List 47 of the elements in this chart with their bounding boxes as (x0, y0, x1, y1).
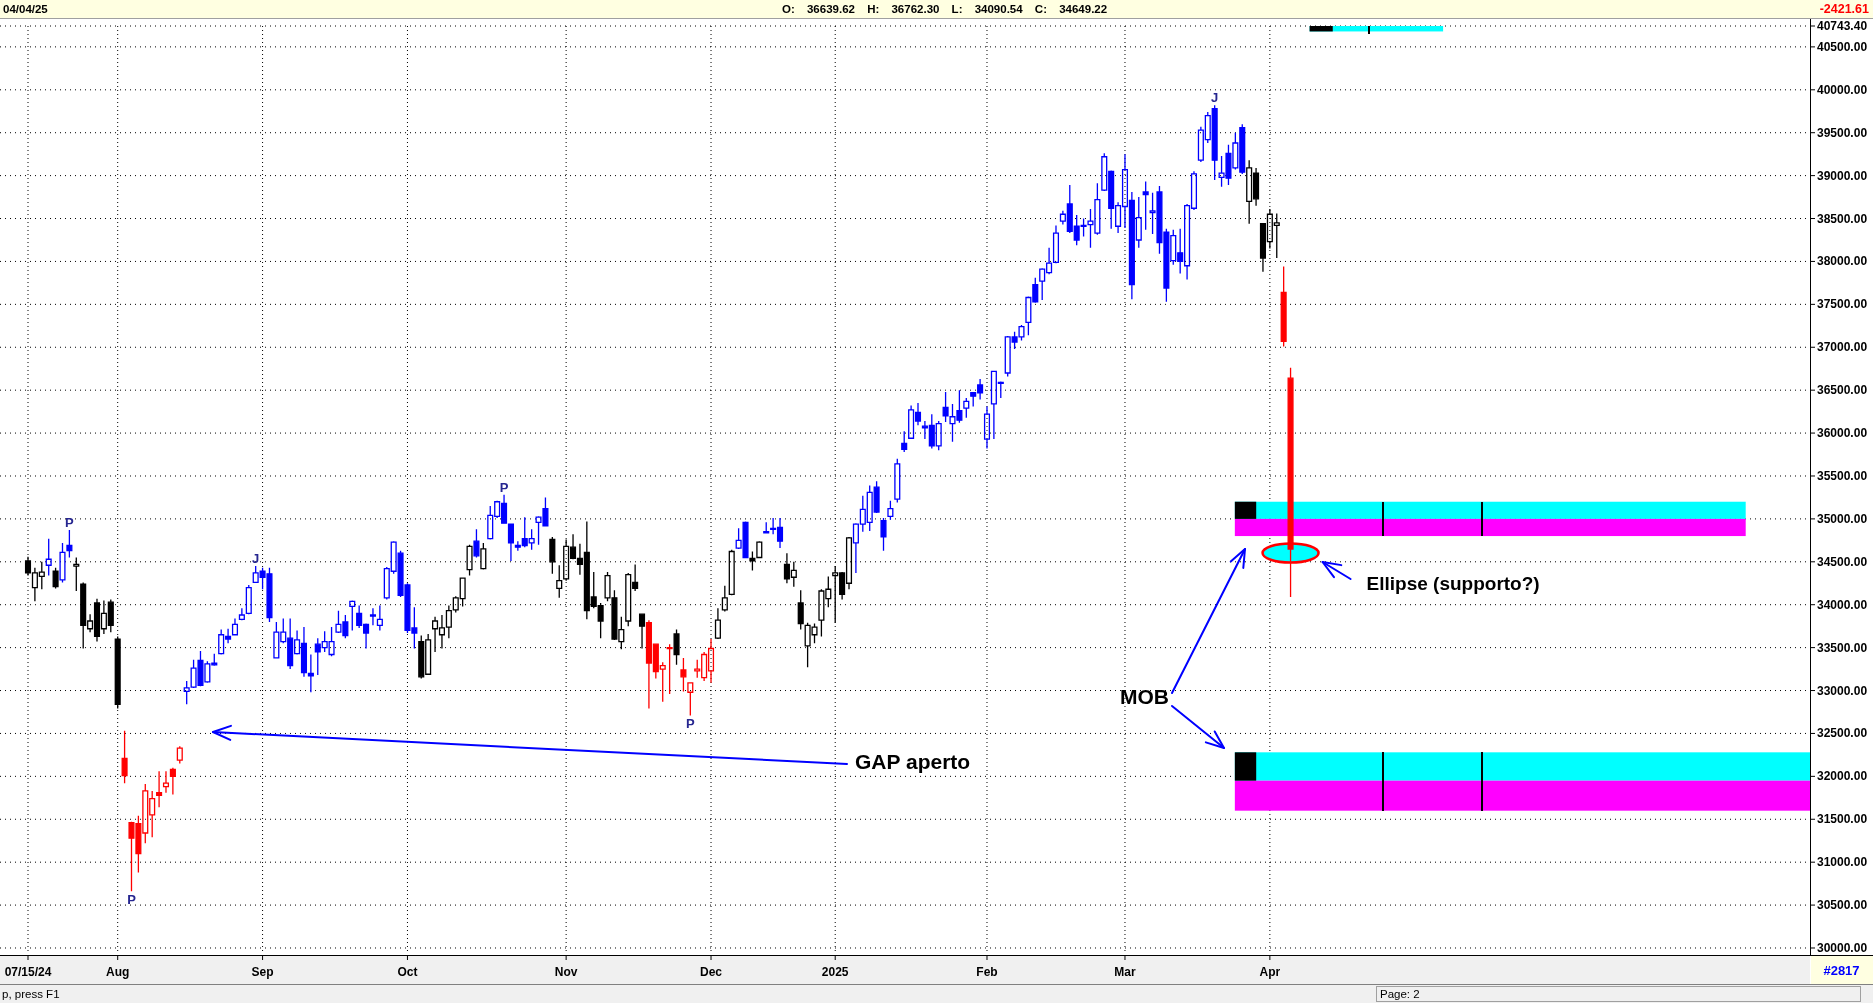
text: Page: 2 (1380, 988, 1420, 1000)
annotation: P (499, 479, 509, 495)
text: #2817 (1823, 963, 1860, 978)
y-tick-label: 32500.00 (1817, 726, 1868, 741)
x-tick-label: Dec (700, 965, 723, 979)
y-tick-label: 33000.00 (1817, 683, 1868, 698)
y-tick-label: 34500.00 (1817, 554, 1868, 569)
y-tick-label: 40000.00 (1817, 82, 1868, 97)
x-tick-label: Sep (251, 965, 274, 979)
y-tick-label: 37000.00 (1817, 340, 1868, 355)
y-tick-label: 31500.00 (1817, 812, 1868, 827)
x-tick-label: Nov (554, 965, 578, 979)
annotation: P (127, 892, 137, 908)
y-tick-label: 40500.00 (1817, 39, 1868, 54)
y-tick-label: 30500.00 (1817, 898, 1868, 913)
text: p, press F1 (2, 988, 60, 1000)
x-tick-label: Aug (106, 965, 130, 979)
y-tick-label: 39000.00 (1817, 168, 1868, 183)
x-tick-label: Oct (397, 965, 418, 979)
text: -2421.61 (1819, 2, 1870, 16)
annotation: P (65, 515, 75, 531)
annotation: J (252, 551, 260, 567)
x-tick-label: Feb (976, 965, 998, 979)
y-tick-label: 36000.00 (1817, 426, 1868, 441)
y-tick-label: 30000.00 (1817, 940, 1868, 955)
y-tick-label: 35500.00 (1817, 468, 1868, 483)
y-tick-label: 38500.00 (1817, 211, 1868, 226)
x-tick-label: Apr (1259, 965, 1281, 979)
y-tick-label: 33500.00 (1817, 640, 1868, 655)
y-tick-label: 38000.00 (1817, 254, 1868, 269)
text: 04/04/25 (3, 3, 49, 15)
x-tick-label: Mar (1114, 965, 1136, 979)
y-tick-label: 32000.00 (1817, 769, 1868, 784)
y-tick-label: 35000.00 (1817, 511, 1868, 526)
x-tick-label: 2025 (821, 965, 849, 979)
y-tick-label: 39500.00 (1817, 125, 1868, 140)
y-tick-label: 34000.00 (1817, 597, 1868, 612)
annotation: GAP aperto (855, 750, 971, 773)
annotation: MOB (1120, 685, 1169, 708)
x-tick-label: 07/15/24 (4, 965, 52, 979)
annotation: J (1211, 90, 1219, 106)
y-tick-label: 31000.00 (1817, 855, 1868, 870)
y-tick-label: 36500.00 (1817, 383, 1868, 398)
y-tick-label: 37500.00 (1817, 297, 1868, 312)
y-tick-label: 40743.40 (1817, 19, 1868, 33)
annotation: Ellipse (supporto?) (1366, 573, 1540, 594)
text: O: 36639.62 H: 36762.30 L: 34090.54 C: 34649.22 (782, 3, 1108, 15)
